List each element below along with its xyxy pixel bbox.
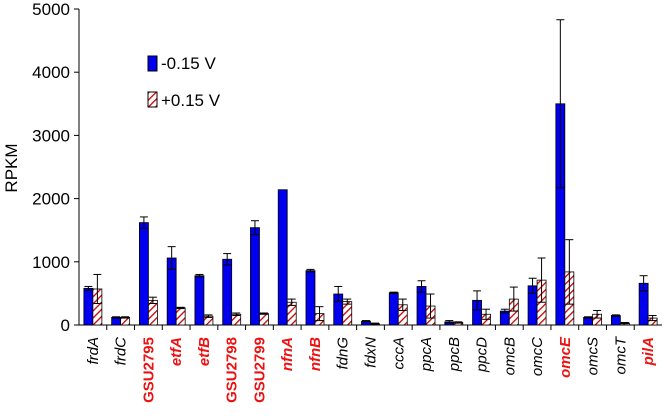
category-label: frdA: [85, 337, 102, 365]
category-label: omcB: [501, 337, 518, 375]
bar-pos015: [259, 313, 269, 326]
plot-area: 0 1000 2000 3000 4000 5000 frdA frdC GSU2795 etfA…: [32, 0, 662, 403]
y-tick-label: 3000: [32, 126, 70, 145]
category-label: etfB: [196, 337, 213, 366]
bar-neg015: [83, 287, 94, 326]
bar-neg015: [388, 292, 399, 326]
y-tick-label: 0: [61, 316, 70, 335]
category-label: etfA: [168, 337, 185, 366]
y-tick-label: 1000: [32, 253, 70, 272]
y-axis-label: RPKM: [2, 143, 21, 192]
category-label: fdnG: [335, 337, 352, 370]
bar-neg015: [250, 227, 260, 326]
category-label: cccA: [390, 337, 407, 370]
category-label: omcT: [612, 335, 629, 374]
bar-neg015: [111, 317, 122, 326]
legend-swatch-hatched: [147, 91, 158, 108]
legend: -0.15 V +0.15 V: [147, 54, 221, 110]
legend-swatch-solid: [147, 55, 158, 72]
bar-neg015: [222, 258, 233, 326]
bar-neg015: [139, 222, 149, 326]
category-label: GSU2795: [140, 337, 157, 403]
category-label: fdxN: [363, 337, 380, 368]
bar-neg015: [610, 315, 621, 326]
y-tick-label: 2000: [32, 190, 70, 209]
category-label: omcS: [585, 337, 602, 375]
category-label: GSU2799: [251, 337, 268, 403]
category-label: frdC: [113, 337, 130, 366]
bar-pos015: [148, 299, 158, 326]
category-label: ppcA: [418, 337, 435, 372]
bar-pos015: [175, 307, 186, 326]
legend-label-series-1: -0.15 V: [161, 54, 216, 73]
bar-pos015: [120, 317, 131, 326]
y-tick-label: 4000: [32, 63, 70, 82]
category-label: nfnB: [307, 337, 324, 371]
y-tick-label: 5000: [32, 0, 70, 19]
category-label: GSU2798: [224, 337, 241, 403]
category-label: omcE: [557, 336, 574, 378]
legend-label-series-2: +0.15 V: [161, 91, 221, 110]
category-label: pilA: [640, 337, 657, 366]
category-label: ppcB: [446, 337, 463, 372]
category-label: nfnA: [279, 337, 296, 371]
category-label: omcC: [529, 337, 546, 376]
bar-neg015: [305, 270, 316, 326]
bar-pos015: [342, 301, 353, 326]
bar-neg015: [277, 189, 288, 326]
bar-neg015: [194, 275, 205, 326]
category-label: ppcD: [474, 337, 491, 373]
bar-neg015: [583, 317, 593, 326]
